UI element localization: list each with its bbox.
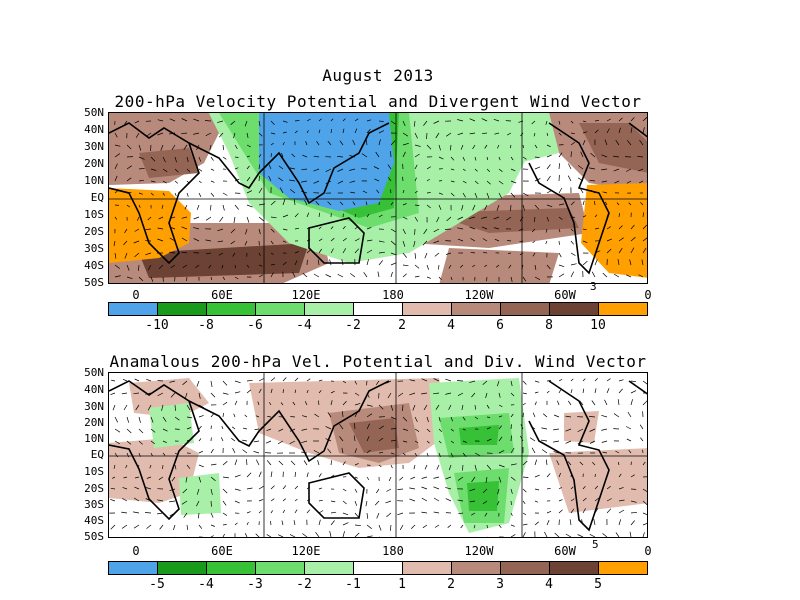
map2-title: Anamalous 200-hPa Vel. Potential and Div… (109, 352, 647, 371)
map2-lon-label: 0 (644, 544, 652, 558)
map2-colorbar-label: -1 (345, 577, 361, 592)
map1-colorbar-label: 10 (590, 318, 606, 333)
map1-lat-label: 20S (84, 225, 104, 238)
map2-lat-label: 10N (84, 432, 104, 445)
map2-colorbar-label: 2 (447, 577, 455, 592)
map2-lon-label: 120W (464, 544, 494, 558)
map1-colorbar-label: -6 (247, 318, 263, 333)
map1-lat-label: 20N (84, 157, 104, 170)
map1-lat-label: 10N (84, 174, 104, 187)
map2-colorbar-label: 5 (594, 577, 602, 592)
map1-colorbar (108, 302, 648, 316)
map1-field (109, 113, 647, 283)
map1-lon-label: 0 (644, 288, 652, 302)
map1-lat-label: 30S (84, 242, 104, 255)
map2-lon-label: 60W (554, 544, 576, 558)
map2-field (109, 373, 647, 537)
map1-lon-label: 120W (464, 288, 494, 302)
map1-title: August 2013 (322, 66, 434, 85)
colorbar-swatch (501, 562, 550, 574)
colorbar-swatch (207, 303, 256, 315)
map1-colorbar-label: -8 (198, 318, 214, 333)
map1-colorbar-label: 4 (447, 318, 455, 333)
map2-colorbar-label: -2 (296, 577, 312, 592)
map2-lon-label: 180 (382, 544, 404, 558)
map2-colorbar-label: -5 (149, 577, 165, 592)
map1-lat-label: 30N (84, 140, 104, 153)
map1-lat-label: 40N (84, 123, 104, 136)
map1-lat-label: 50S (84, 276, 104, 289)
map2-lat-label: 50N (84, 366, 104, 379)
wind-vector-field (113, 117, 647, 282)
map2-panel (108, 372, 648, 538)
colorbar-swatch (256, 303, 305, 315)
colorbar-swatch (256, 562, 305, 574)
map1-lon-label: 180 (382, 288, 404, 302)
colorbar-swatch (599, 562, 647, 574)
colorbar-swatch (305, 303, 354, 315)
map2-colorbar (108, 561, 648, 575)
map1-lon-label: 60E (211, 288, 233, 302)
colorbar-swatch (403, 562, 452, 574)
map2-colorbar-label: -3 (247, 577, 263, 592)
map1-lon-label: 60W (554, 288, 576, 302)
map1-colorbar-label: 2 (398, 318, 406, 333)
map2-lat-label: 20N (84, 416, 104, 429)
map2-lat-label: 40S (84, 514, 104, 527)
map1-panel (108, 112, 648, 284)
map2-colorbar-label: 3 (496, 577, 504, 592)
colorbar-swatch (354, 303, 403, 315)
colorbar-swatch (158, 562, 207, 574)
map1-colorbar-label: -2 (345, 318, 361, 333)
colorbar-swatch (109, 562, 158, 574)
colorbar-swatch (550, 562, 599, 574)
map2-lat-label: 40N (84, 383, 104, 396)
map2-reference-vector: 5 (592, 538, 599, 551)
map1-subtitle: 200-hPa Velocity Potential and Divergent… (114, 92, 642, 111)
map2-lon-label: 0 (132, 544, 140, 558)
map2-lat-label: EQ (90, 448, 104, 461)
wind-vector-field (109, 377, 647, 537)
map2-lon-label: 120E (291, 544, 321, 558)
map1-lat-label: 40S (84, 259, 104, 272)
map2-lon-label: 60E (211, 544, 233, 558)
map1-colorbar-label: 6 (496, 318, 504, 333)
map2-colorbar-label: 1 (398, 577, 406, 592)
colorbar-swatch (501, 303, 550, 315)
map1-reference-vector: 3 (590, 280, 597, 293)
colorbar-swatch (109, 303, 158, 315)
colorbar-swatch (354, 562, 403, 574)
colorbar-swatch (207, 562, 256, 574)
colorbar-swatch (452, 303, 501, 315)
map1-lon-label: 120E (291, 288, 321, 302)
colorbar-swatch (452, 562, 501, 574)
map1-lat-label: 10S (84, 208, 104, 221)
colorbar-swatch (158, 303, 207, 315)
map1-colorbar-label: -10 (145, 318, 169, 333)
map1-lat-label: EQ (90, 191, 104, 204)
colorbar-swatch (305, 562, 354, 574)
map2-colorbar-label: 4 (545, 577, 553, 592)
map1-lat-label: 50N (84, 106, 104, 119)
colorbar-swatch (550, 303, 599, 315)
map1-colorbar-label: 8 (545, 318, 553, 333)
colorbar-swatch (599, 303, 647, 315)
map2-lat-label: 20S (84, 482, 104, 495)
map2-lat-label: 10S (84, 465, 104, 478)
map2-lat-label: 50S (84, 530, 104, 543)
map2-colorbar-label: -4 (198, 577, 214, 592)
map1-colorbar-label: -4 (296, 318, 312, 333)
map2-lat-label: 30S (84, 498, 104, 511)
map1-lon-label: 0 (132, 288, 140, 302)
map2-lat-label: 30N (84, 400, 104, 413)
colorbar-swatch (403, 303, 452, 315)
